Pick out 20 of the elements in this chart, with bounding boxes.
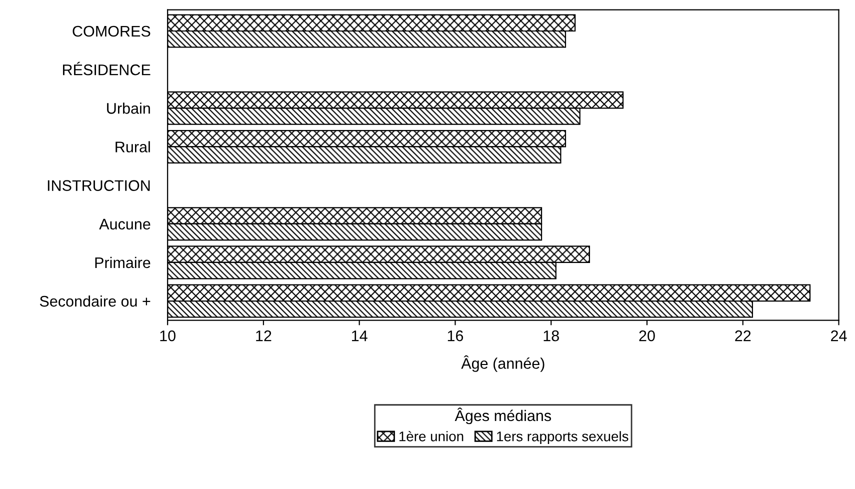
y-tick-label: RÉSIDENCE — [63, 62, 150, 76]
y-tick-label: Secondaire ou + — [40, 295, 150, 307]
x-tick-label: 12 — [256, 330, 272, 342]
x-tick-label: 14 — [352, 330, 368, 342]
x-tick-label: 10 — [160, 330, 176, 342]
y-tick-label: Aucune — [99, 218, 150, 230]
y-tick-label: COMORES — [72, 26, 150, 37]
x-tick-label: 22 — [735, 330, 751, 342]
legend-label: 1ère union — [399, 430, 464, 442]
legend-label: 1ers rapports sexuels — [497, 431, 628, 444]
y-tick-label: Rural — [116, 141, 150, 152]
x-tick-label: 20 — [639, 330, 655, 342]
x-tick-label: 18 — [544, 330, 559, 342]
y-tick-label: Primaire — [95, 256, 150, 268]
y-tick-label: Urbain — [107, 102, 150, 114]
legend-title: Âges médians — [454, 408, 552, 424]
x-tick-label: 16 — [448, 330, 464, 342]
x-axis-title: Âge (année) — [461, 355, 544, 372]
x-tick-label: 24 — [831, 330, 847, 342]
y-tick-label: INSTRUCTION — [48, 180, 150, 191]
